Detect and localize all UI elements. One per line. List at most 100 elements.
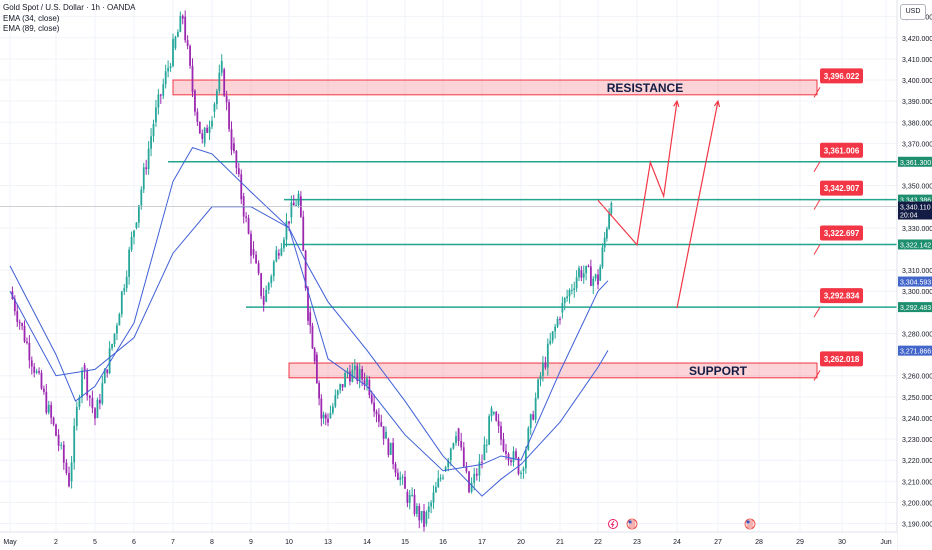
candle-body bbox=[608, 213, 611, 229]
candle-body bbox=[522, 468, 525, 471]
candle-body bbox=[123, 288, 126, 292]
price-tick-label: 3,250.000 bbox=[902, 395, 932, 402]
candle-body bbox=[401, 476, 404, 478]
candle-body bbox=[349, 371, 351, 382]
candle-body bbox=[128, 249, 131, 277]
candle-body bbox=[527, 428, 530, 450]
candle-body bbox=[605, 228, 608, 239]
candle-body bbox=[81, 370, 83, 398]
candle-body bbox=[270, 276, 273, 284]
candle-body bbox=[353, 365, 356, 370]
price-tick-label: 3,370.000 bbox=[902, 141, 932, 148]
projection-arrowhead bbox=[673, 99, 680, 108]
candle-body bbox=[94, 408, 96, 419]
zone-support[interactable] bbox=[288, 362, 818, 379]
candle-body bbox=[280, 248, 283, 256]
candle-body bbox=[311, 325, 314, 349]
price-tag-box[interactable] bbox=[820, 68, 863, 84]
price-tick-label: 3,220.000 bbox=[902, 458, 932, 465]
candle-body bbox=[437, 478, 440, 488]
candle-body bbox=[83, 365, 86, 372]
price-tick-label: 3,190.000 bbox=[902, 522, 932, 529]
price-tick-label: 3,230.000 bbox=[902, 437, 932, 444]
candle-body bbox=[320, 398, 323, 419]
projection-path-1[interactable] bbox=[597, 101, 678, 247]
candle-body bbox=[505, 450, 507, 454]
candle-body bbox=[442, 477, 444, 479]
candle-body bbox=[488, 416, 491, 445]
flag-canton bbox=[628, 520, 632, 524]
candle-body bbox=[113, 333, 116, 345]
time-tick-label: 22 bbox=[594, 539, 602, 546]
candle-body bbox=[610, 203, 613, 214]
time-tick-label: 8 bbox=[210, 539, 214, 546]
candle-body bbox=[373, 402, 376, 412]
price-axis[interactable] bbox=[897, 0, 932, 550]
candle-body bbox=[385, 432, 387, 439]
projection-path-2[interactable] bbox=[676, 101, 719, 309]
axis-price-tag-label: 3,304.593 bbox=[900, 280, 931, 287]
candle-body bbox=[336, 390, 339, 396]
candle-body bbox=[42, 388, 45, 392]
candle-body bbox=[578, 267, 580, 278]
candle-body bbox=[430, 502, 433, 507]
time-tick-label: 28 bbox=[755, 539, 763, 546]
axis-level-tag-label: 3,322.142 bbox=[900, 242, 931, 249]
price-tag-box[interactable] bbox=[820, 142, 863, 158]
candle-body bbox=[497, 420, 500, 427]
candle-body bbox=[98, 399, 101, 404]
price-tag-box[interactable] bbox=[820, 351, 863, 367]
flag-canton bbox=[746, 520, 750, 524]
price-tick-label: 3,310.000 bbox=[902, 268, 932, 275]
candle-body bbox=[86, 371, 89, 396]
candle-body bbox=[539, 375, 542, 380]
candle-body bbox=[334, 395, 337, 407]
candle-body bbox=[492, 412, 495, 414]
lightning-icon[interactable] bbox=[608, 519, 618, 529]
time-axis[interactable] bbox=[0, 532, 897, 550]
candle-body bbox=[462, 447, 465, 467]
candle-body bbox=[137, 205, 140, 223]
candle-body bbox=[457, 428, 460, 441]
candle-body bbox=[152, 123, 155, 137]
candle-body bbox=[361, 369, 364, 380]
time-tick-label: 6 bbox=[132, 539, 136, 546]
candle-body bbox=[60, 444, 63, 446]
candle-body bbox=[26, 341, 28, 343]
candle-body bbox=[179, 15, 182, 32]
time-tick-label: 21 bbox=[556, 539, 564, 546]
currency-button[interactable]: USD bbox=[900, 4, 926, 20]
candle-body bbox=[485, 444, 488, 446]
candle-body bbox=[292, 202, 295, 206]
candle-body bbox=[47, 404, 50, 413]
candle-body bbox=[356, 365, 359, 381]
price-tag-box[interactable] bbox=[820, 180, 863, 196]
candle-body bbox=[427, 506, 430, 513]
candle-body bbox=[460, 440, 463, 448]
candle-body bbox=[561, 303, 564, 313]
candle-body bbox=[150, 136, 152, 149]
zone-resistance[interactable] bbox=[172, 79, 818, 96]
candle-body bbox=[512, 451, 515, 463]
candle-body bbox=[510, 460, 512, 463]
candle-body bbox=[75, 406, 78, 426]
candle-body bbox=[597, 274, 599, 285]
price-tag-label: 3,292.834 bbox=[824, 292, 860, 301]
price-tick-label: 3,420.000 bbox=[902, 36, 932, 43]
candle-body bbox=[603, 237, 606, 248]
candle-body bbox=[260, 273, 263, 297]
price-tag-box[interactable] bbox=[820, 225, 863, 241]
price-tag-box[interactable] bbox=[820, 288, 863, 304]
candle-body bbox=[55, 424, 57, 436]
candle-body bbox=[157, 94, 160, 108]
candle-body bbox=[483, 444, 486, 461]
candle-body bbox=[120, 291, 123, 314]
candle-body bbox=[230, 129, 233, 150]
candle-body bbox=[164, 71, 167, 85]
candle-body bbox=[174, 37, 177, 49]
candle-body bbox=[423, 511, 425, 528]
candle-body bbox=[470, 482, 473, 492]
candle-body bbox=[65, 462, 68, 473]
candle-body bbox=[147, 148, 150, 170]
